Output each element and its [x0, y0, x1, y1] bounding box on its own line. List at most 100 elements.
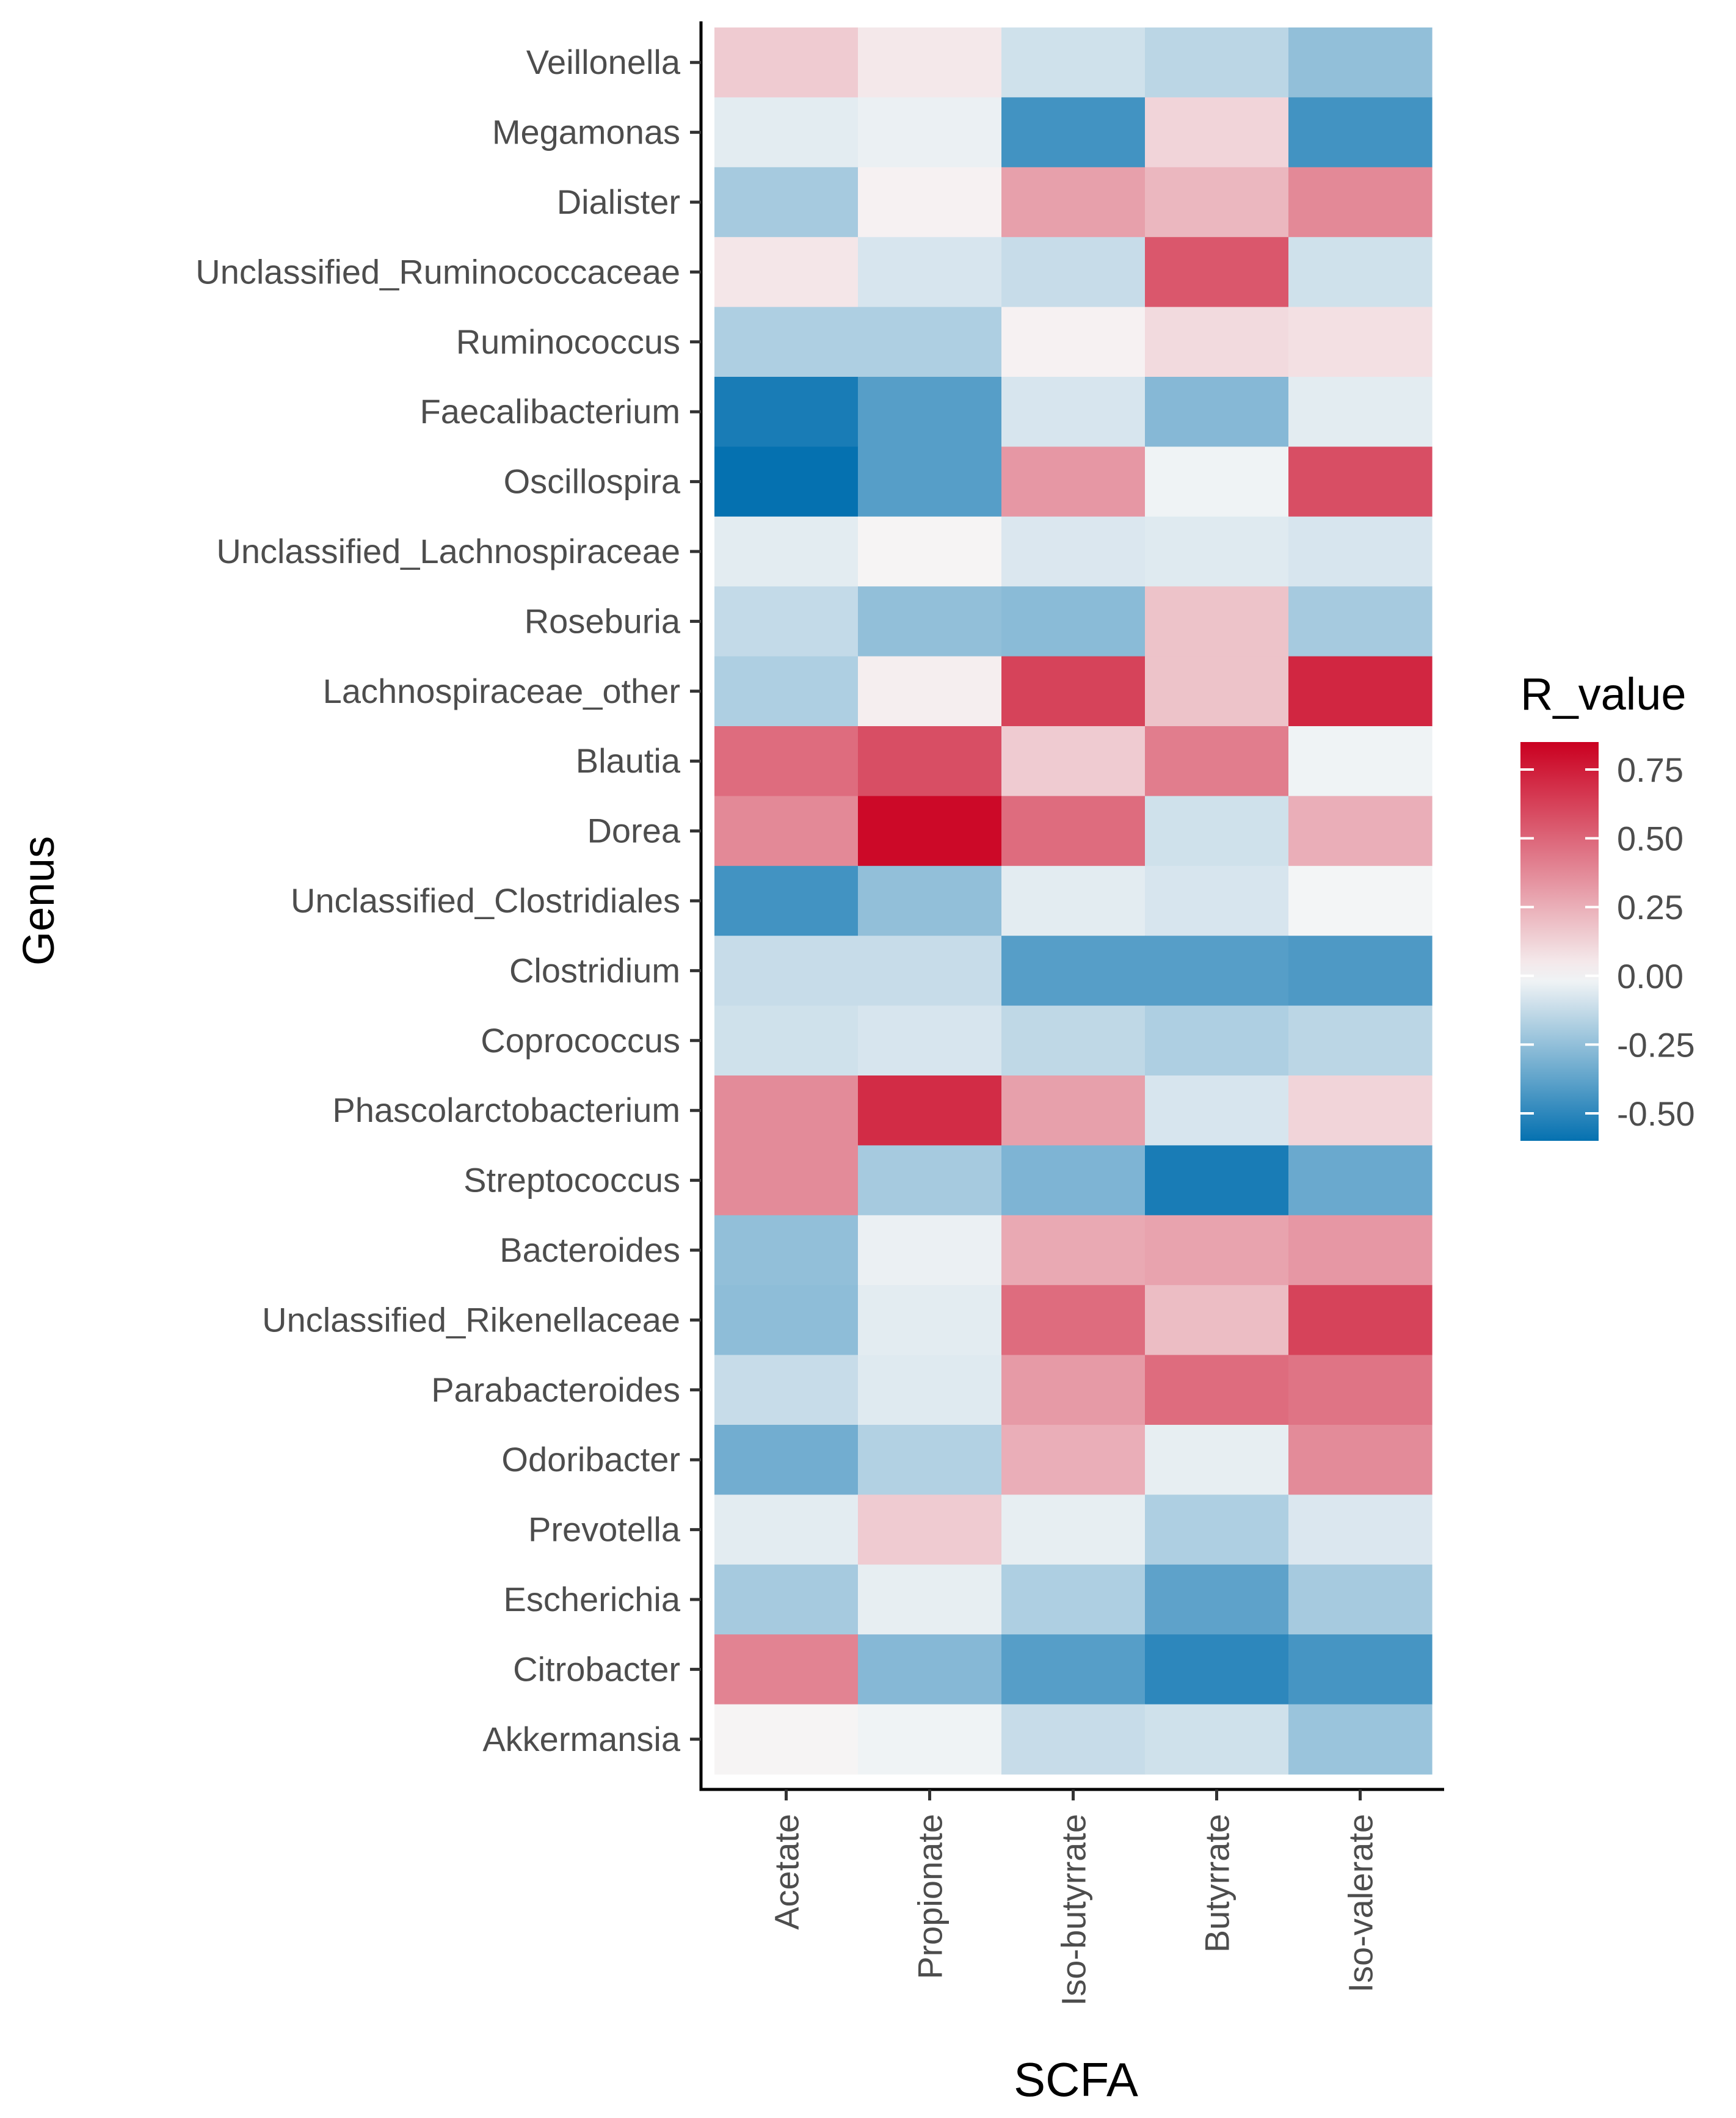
heatmap-cell-5-1 [858, 377, 1002, 447]
heatmap-cell-14-2 [1001, 1005, 1146, 1076]
heatmap-cell-24-3 [1145, 1704, 1289, 1775]
heatmap-cell-1-2 [1001, 97, 1146, 168]
heatmap-cell-16-4 [1288, 1145, 1433, 1216]
heatmap-cell-8-4 [1288, 586, 1433, 657]
heatmap-cell-7-1 [858, 516, 1002, 587]
heatmap-cell-13-3 [1145, 936, 1289, 1006]
y-tick-label: Veillonella [526, 43, 681, 81]
heatmap-cell-11-3 [1145, 796, 1289, 867]
heatmap-cell-1-1 [858, 97, 1002, 168]
heatmap-cell-16-0 [714, 1145, 859, 1216]
heatmap-cell-1-4 [1288, 97, 1433, 168]
heatmap-cell-15-3 [1145, 1075, 1289, 1146]
heatmap-cell-17-4 [1288, 1215, 1433, 1286]
heatmap-cell-3-1 [858, 237, 1002, 308]
heatmap-cell-4-3 [1145, 307, 1289, 377]
heatmap-cell-11-2 [1001, 796, 1146, 867]
heatmap-cell-6-0 [714, 446, 859, 517]
heatmap-cell-1-0 [714, 97, 859, 168]
heatmap-cell-7-2 [1001, 516, 1146, 587]
x-axis-title: SCFA [1014, 2053, 1138, 2106]
heatmap-cell-13-2 [1001, 936, 1146, 1006]
heatmap-cell-6-3 [1145, 446, 1289, 517]
heatmap-cell-5-3 [1145, 377, 1289, 447]
legend-ticks: 0.75 0.50 0.25 0.00 -0.25 -0.50 [1520, 751, 1695, 1133]
y-tick-label: Oscillospira [504, 462, 681, 501]
heatmap-cell-20-0 [714, 1425, 859, 1495]
x-tick-label: Propionate [911, 1814, 950, 1979]
y-tick-label: Parabacteroides [431, 1370, 680, 1409]
heatmap-cell-5-4 [1288, 377, 1433, 447]
heatmap-cell-3-2 [1001, 237, 1146, 308]
heatmap-cell-19-0 [714, 1355, 859, 1425]
y-tick-label: Unclassified_Ruminococcaceae [195, 252, 680, 291]
heatmap-cell-19-4 [1288, 1355, 1433, 1425]
heatmap-cell-4-2 [1001, 307, 1146, 377]
heatmap-cells [714, 27, 1433, 1775]
heatmap-cell-14-0 [714, 1005, 859, 1076]
heatmap-cell-18-4 [1288, 1285, 1433, 1356]
heatmap-cell-18-1 [858, 1285, 1002, 1356]
legend-tick-label: -0.50 [1617, 1094, 1695, 1133]
x-tick-label: Acetate [768, 1814, 806, 1930]
y-tick-label: Coprococcus [481, 1021, 680, 1060]
heatmap-cell-11-1 [858, 796, 1002, 867]
heatmap-cell-21-3 [1145, 1494, 1289, 1565]
y-tick-label: Blautia [576, 741, 681, 780]
heatmap-cell-22-3 [1145, 1564, 1289, 1635]
legend-color-bar [1520, 742, 1599, 1141]
heatmap-cell-2-2 [1001, 167, 1146, 238]
y-tick-label: Citrobacter [513, 1650, 680, 1688]
heatmap-cell-17-1 [858, 1215, 1002, 1286]
heatmap-cell-4-1 [858, 307, 1002, 377]
heatmap-cell-22-4 [1288, 1564, 1433, 1635]
heatmap-cell-16-3 [1145, 1145, 1289, 1216]
heatmap-cell-8-1 [858, 586, 1002, 657]
y-tick-label: Dialister [557, 183, 680, 221]
heatmap-cell-21-1 [858, 1494, 1002, 1565]
heatmap-cell-15-4 [1288, 1075, 1433, 1146]
legend-tick-label: 0.00 [1617, 957, 1683, 995]
y-tick-label: Bacteroides [499, 1231, 680, 1269]
y-tick-labels: Veillonella Megamonas Dialister Unclassifie… [195, 43, 701, 1758]
heatmap-cell-10-4 [1288, 726, 1433, 796]
heatmap-cell-11-4 [1288, 796, 1433, 867]
heatmap-cell-15-1 [858, 1075, 1002, 1146]
heatmap-cell-0-2 [1001, 27, 1146, 98]
y-tick-label: Phascolarctobacterium [332, 1091, 680, 1129]
heatmap-cell-5-0 [714, 377, 859, 447]
heatmap-cell-19-2 [1001, 1355, 1146, 1425]
heatmap-cell-10-3 [1145, 726, 1289, 796]
heatmap-cell-9-0 [714, 656, 859, 727]
heatmap-cell-11-0 [714, 796, 859, 867]
heatmap-cell-20-1 [858, 1425, 1002, 1495]
heatmap-cell-23-1 [858, 1634, 1002, 1705]
heatmap-cell-19-1 [858, 1355, 1002, 1425]
heatmap-cell-18-0 [714, 1285, 859, 1356]
heatmap-cell-14-4 [1288, 1005, 1433, 1076]
heatmap-cell-7-0 [714, 516, 859, 587]
heatmap-cell-0-1 [858, 27, 1002, 98]
heatmap-cell-22-0 [714, 1564, 859, 1635]
heatmap-cell-8-0 [714, 586, 859, 657]
heatmap-cell-23-0 [714, 1634, 859, 1705]
legend-tick-label: -0.25 [1617, 1025, 1695, 1064]
y-tick-label: Ruminococcus [456, 322, 680, 361]
heatmap-cell-21-0 [714, 1494, 859, 1565]
heatmap-cell-17-2 [1001, 1215, 1146, 1286]
heatmap-cell-16-2 [1001, 1145, 1146, 1216]
heatmap-cell-20-2 [1001, 1425, 1146, 1495]
legend-tick-label: 0.25 [1617, 888, 1683, 926]
heatmap-cell-12-0 [714, 865, 859, 936]
heatmap-cell-9-4 [1288, 656, 1433, 727]
heatmap-cell-13-0 [714, 936, 859, 1006]
heatmap-cell-15-2 [1001, 1075, 1146, 1146]
heatmap-cell-8-3 [1145, 586, 1289, 657]
x-tick-label: Butyrrate [1198, 1814, 1237, 1952]
heatmap-cell-12-2 [1001, 865, 1146, 936]
heatmap-cell-18-2 [1001, 1285, 1146, 1356]
heatmap-cell-0-3 [1145, 27, 1289, 98]
heatmap-cell-17-0 [714, 1215, 859, 1286]
heatmap-cell-24-4 [1288, 1704, 1433, 1775]
